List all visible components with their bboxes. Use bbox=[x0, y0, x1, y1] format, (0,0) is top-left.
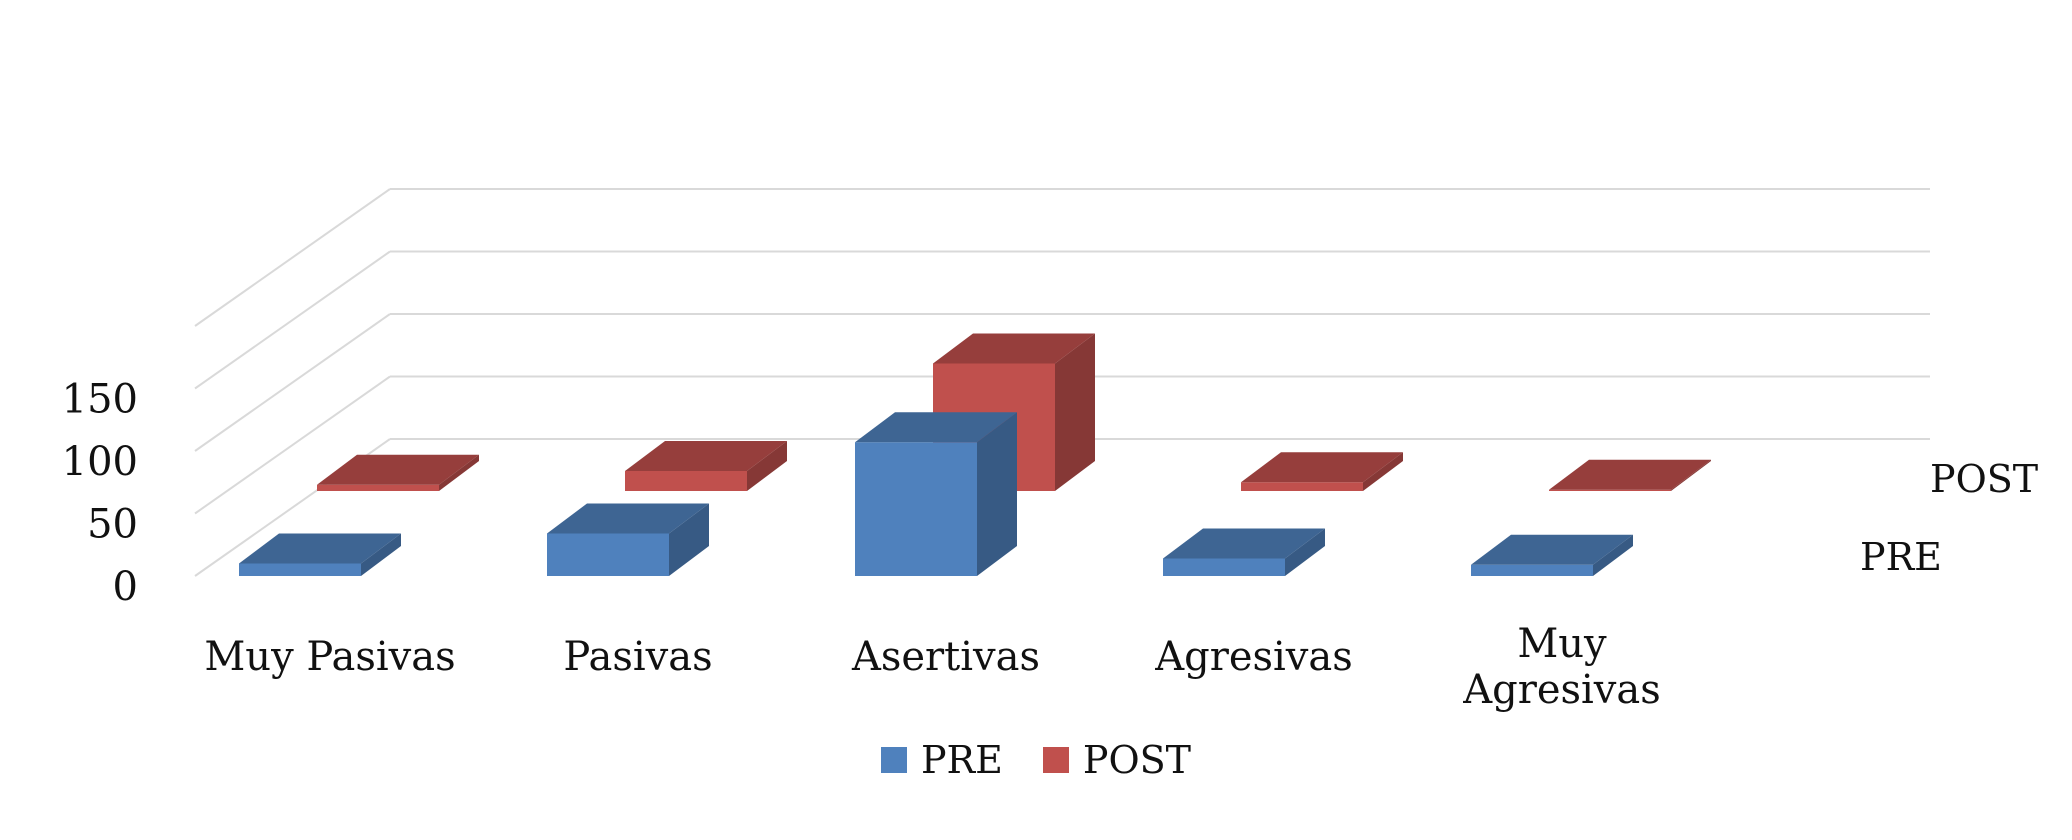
y-tick-label: 100 bbox=[62, 439, 138, 485]
legend-label-post: POST bbox=[1082, 738, 1192, 782]
legend-swatch-pre bbox=[880, 747, 907, 773]
gridline-diagonal bbox=[194, 250, 391, 390]
bar-post bbox=[625, 441, 787, 491]
y-tick-label: 50 bbox=[87, 502, 138, 548]
bar-pre bbox=[547, 503, 709, 576]
gridline-diagonal bbox=[194, 188, 391, 327]
x-category-label: Pasivas bbox=[563, 634, 712, 680]
bar-pre bbox=[1471, 534, 1633, 576]
gridlines bbox=[194, 188, 1930, 577]
legend-item-pre: PRE bbox=[880, 738, 1003, 782]
legend-label-pre: PRE bbox=[920, 738, 1003, 782]
x-category-label: Muy Agresivas bbox=[1462, 621, 1661, 713]
y-tick-label: 0 bbox=[113, 564, 138, 610]
x-category-label: Muy Pasivas bbox=[204, 634, 455, 680]
gridline-diagonal bbox=[194, 375, 391, 515]
bar-post bbox=[317, 454, 479, 491]
x-category-label: Agresivas bbox=[1154, 634, 1353, 680]
y-axis-ticks: 0 50 100 150 bbox=[62, 377, 138, 611]
legend-swatch-post bbox=[1042, 747, 1069, 773]
bar-pre bbox=[239, 533, 401, 576]
x-category-label: Asertivas bbox=[851, 634, 1040, 680]
bar-pre bbox=[855, 412, 1017, 576]
bars bbox=[239, 333, 1711, 576]
x-axis-categories: Muy Pasivas Pasivas Asertivas Agresivas Muy A… bbox=[204, 621, 1660, 713]
y-tick-label: 150 bbox=[62, 377, 138, 423]
depth-label: POST bbox=[1930, 457, 2038, 501]
bar-post bbox=[1549, 459, 1711, 491]
depth-label: PRE bbox=[1860, 535, 1942, 579]
bar-post bbox=[1241, 452, 1403, 491]
bar-pre bbox=[1163, 528, 1325, 576]
legend: PRE POST bbox=[0, 730, 2072, 790]
legend-item-post: POST bbox=[1042, 738, 1192, 782]
depth-axis-labels: PRE POST bbox=[1860, 457, 2038, 579]
gridline-diagonal bbox=[194, 313, 391, 452]
